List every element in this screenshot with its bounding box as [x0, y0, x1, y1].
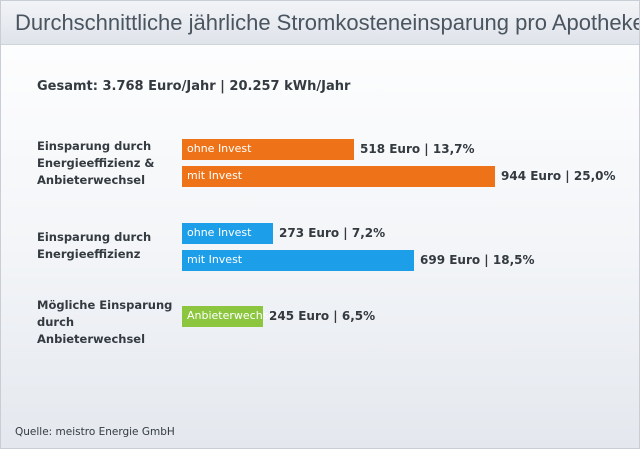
value-label: 245 Euro | 6,5% — [269, 309, 376, 323]
bar-1-1: mit Invest — [182, 250, 414, 271]
group-label-efficiency-and-switch: Einsparung durch Energieeffizienz & Anbi… — [37, 139, 155, 187]
value-label: 699 Euro | 18,5% — [420, 253, 535, 267]
bar-0-0: ohne Invest — [182, 139, 354, 160]
group-label-provider-switch: Mögliche Einsparung durch Anbieterwechse… — [37, 298, 173, 346]
source-note: Quelle: meistro Energie GmbH — [15, 426, 175, 438]
value-label: 518 Euro | 13,7% — [360, 142, 475, 156]
bar-label: ohne Invest — [187, 142, 252, 155]
bar-0-1: mit Invest — [182, 166, 495, 187]
bar-2-0: Anbieterwechsel — [182, 306, 278, 327]
group-label-efficiency: Einsparung durch Energieeffizienz — [37, 230, 152, 261]
title-bar: Durchschnittliche jährliche Stromkostene… — [1, 1, 639, 45]
bar-label: ohne Invest — [187, 226, 252, 239]
total-summary: Gesamt: 3.768 Euro/Jahr | 20.257 kWh/Jah… — [37, 79, 351, 94]
bar-1-0: ohne Invest — [182, 223, 273, 244]
bar-label: Anbieterwechsel — [187, 309, 279, 322]
value-label: 944 Euro | 25,0% — [501, 169, 616, 183]
chart-title: Durchschnittliche jährliche Stromkostene… — [15, 10, 640, 35]
bar-label: mit Invest — [187, 169, 243, 182]
value-label: 273 Euro | 7,2% — [279, 226, 386, 240]
bar-label: mit Invest — [187, 253, 243, 266]
